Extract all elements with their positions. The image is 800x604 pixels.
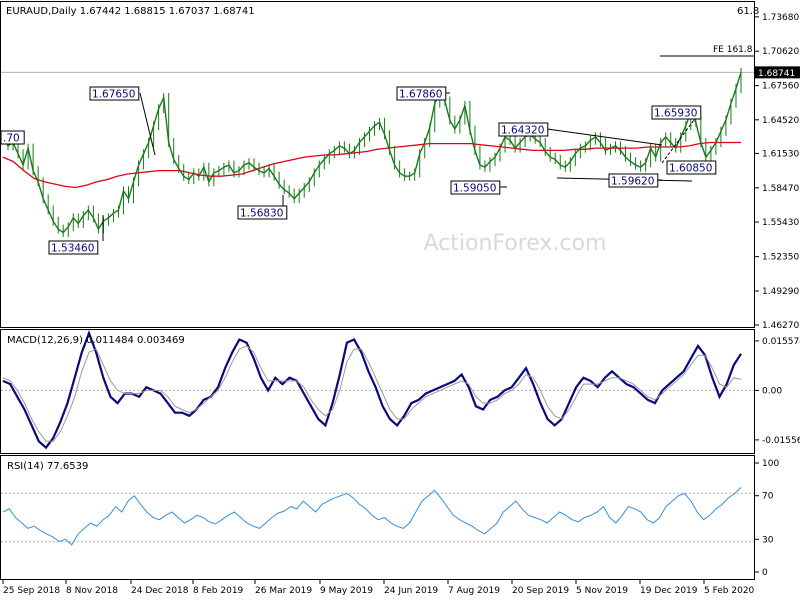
resistance-trendline [539,127,663,146]
x-tick-label: 5 Feb 2020 [704,586,755,596]
fib-extension-label: FE 161.8 [713,45,753,55]
macd-tick-label: -0.01556 [762,436,800,446]
x-tick-label: 24 Dec 2018 [131,586,189,596]
current-price-box [755,66,800,79]
x-tick-label: 19 Dec 2019 [640,586,698,596]
annotation-label: 1.65930 [654,108,697,120]
annotation-box [666,160,717,175]
price-tick-label: 1.52350 [762,253,799,263]
price-panel-frame [0,1,755,328]
annotation-label: 1.67860 [399,89,442,101]
projection-trendline [661,111,701,164]
signal-series-line [2,345,742,442]
annotation-label: 1.59620 [611,176,654,188]
rsi-label: RSI(14) 77.6539 [7,461,88,472]
annotation-label: 1.53460 [51,243,94,255]
symbol-header: EURAUD,Daily 1.67442 1.68815 1.67037 1.6… [6,6,255,17]
annotation-label: 1.64320 [501,125,544,137]
current-price-label: 1.68741 [758,69,795,79]
annotation-box [651,105,702,120]
annotation-box [608,173,659,188]
price-series [2,67,742,237]
annotation-box [237,205,288,220]
annotation-label: 1.60850 [669,163,712,175]
macd-panel-frame [0,329,755,454]
x-tick-label: 7 Aug 2019 [448,586,500,596]
x-tick-label: 26 Mar 2019 [255,586,312,596]
rsi-axis-ticks: 100 70 30 0 [755,459,779,578]
x-tick-label: 5 Nov 2019 [576,586,628,596]
annotation-label: .70 [3,133,20,145]
rsi-tick-label: 100 [762,459,779,469]
macd-axis-ticks: 0.015574 0.00 -0.01556 [755,337,800,446]
price-tick-label: 1.58470 [762,184,799,194]
x-axis-ticks: 25 Sep 2018 8 Nov 2018 24 Dec 2018 8 Feb 20… [2,580,755,596]
x-tick-label: 24 Jun 2019 [384,586,438,596]
annotation-label: 1.56830 [240,208,283,220]
rsi-gridlines [1,492,754,543]
annotation-label: 1.59050 [453,183,496,195]
annotation-box [48,240,99,255]
rsi-series [2,487,742,546]
annotation-box [498,122,549,137]
x-tick-label: 8 Nov 2018 [66,586,118,596]
x-tick-label: 20 Sep 2019 [512,586,569,596]
macd-label: MACD(12,26,9) 0.011484 0.003469 [7,335,185,346]
x-tick-label: 25 Sep 2018 [3,586,60,596]
price-axis-ticks: 1.73680 1.70620 1.67560 1.64520 1.61530 1.584… [755,13,800,331]
rsi-tick-label: 70 [762,492,774,502]
annotation-box [450,180,501,195]
rsi-tick-label: 0 [762,568,768,578]
watermark: ActionForex.com [424,231,607,256]
annotation-box [0,130,25,145]
annotation-box [396,86,447,101]
annotation-connector [139,92,156,156]
annotation-box [89,86,140,101]
ema-series-line [2,141,741,189]
price-tick-label: 1.49290 [762,287,799,297]
price-tick-label: 1.67560 [762,82,799,92]
x-tick-label: 9 May 2019 [320,586,373,596]
x-tick-label: 8 Feb 2019 [193,586,244,596]
rsi-panel-frame [0,455,755,580]
price-tick-label: 1.70620 [762,47,799,57]
price-tick-label: 1.64520 [762,116,799,126]
price-tick-label: 1.73680 [762,13,799,23]
macd-series [2,330,742,450]
top-right-label: 61.8 [737,6,759,17]
price-tick-label: 1.55430 [762,218,799,228]
macd-tick-label: 0.015574 [762,337,800,347]
rsi-series-line [2,487,742,546]
macd-tick-label: 0.00 [762,386,782,396]
price-tick-label: 1.46270 [762,321,799,331]
price-tick-label: 1.61530 [762,149,799,159]
price-annotations: 1.67650 1.53460 1.56830 1.67860 1.59050 1.643… [0,86,717,255]
annotation-label: 1.67650 [92,89,135,101]
rsi-tick-label: 30 [762,535,774,545]
price-gridlines: FE 161.8 [1,45,754,73]
